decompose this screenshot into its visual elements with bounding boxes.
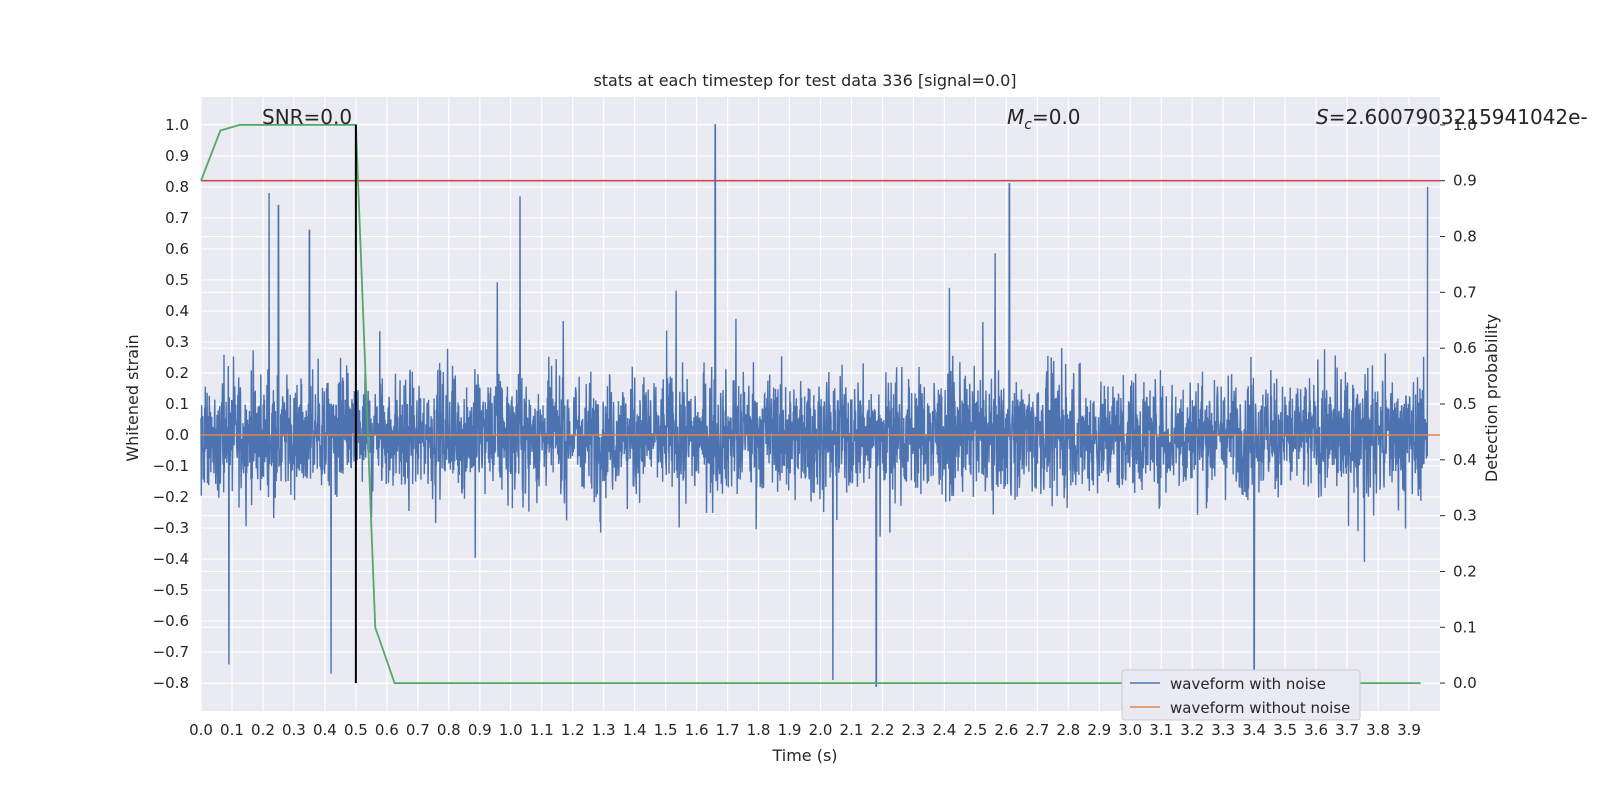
y-tick-label: 1.0 (165, 116, 189, 134)
y-tick-label: 0.2 (165, 364, 189, 382)
x-tick-label: 1.8 (747, 721, 771, 739)
x-tick-label: 2.3 (901, 721, 925, 739)
x-tick-label: 3.2 (1180, 721, 1204, 739)
s-symbol: S (1316, 105, 1329, 129)
detection-probability-line (200, 124, 1421, 684)
x-tick-label: 1.7 (716, 721, 740, 739)
x-tick-label: 1.0 (499, 721, 523, 739)
x-tick-label: 3.3 (1211, 721, 1235, 739)
x-tick-label: 3.7 (1335, 721, 1359, 739)
x-tick-label: 2.0 (809, 721, 833, 739)
noise-waveform-line (200, 124, 1429, 687)
y2-tick-label: 0.3 (1453, 507, 1477, 525)
y-axis-label: Whitened strain (123, 334, 142, 461)
y-tick-label: 0.8 (165, 178, 189, 196)
y-tick-label: −0.6 (153, 612, 189, 630)
x-tick-label: 1.9 (778, 721, 802, 739)
x-tick-label: 1.6 (685, 721, 709, 739)
x-tick-label: 2.9 (1087, 721, 1111, 739)
x-tick-label: 3.6 (1304, 721, 1328, 739)
left-tick-labels: 1.0 0.9 0.8 0.7 0.6 0.5 0.4 0.3 0.2 0.1 0.0 −0.1 −0.… (153, 116, 189, 692)
chart-title: stats at each timestep for test data 336… (593, 71, 1016, 90)
x-tick-label: 0.2 (251, 721, 275, 739)
legend-label-noise: waveform with noise (1170, 675, 1326, 693)
y2-tick-label: 0.5 (1453, 395, 1477, 413)
snr-annotation: SNR=0.0 (262, 105, 352, 129)
y2-tick-label: 0.1 (1453, 618, 1477, 636)
x-tick-label: 0.7 (406, 721, 430, 739)
y-tick-label: 0.5 (165, 271, 189, 289)
y-tick-label: −0.5 (153, 581, 189, 599)
y2-tick-label: 0.4 (1453, 451, 1477, 469)
y2-tick-label: 0.2 (1453, 562, 1477, 580)
y-tick-label: 0.7 (165, 209, 189, 227)
chirp-mass-symbol: M (1007, 105, 1024, 129)
noise-series (200, 124, 1429, 687)
legend-box (1121, 669, 1361, 721)
x-tick-label: 2.4 (932, 721, 956, 739)
chirp-mass-subscript: c (1024, 117, 1032, 133)
y-tick-label: 0.0 (165, 426, 189, 444)
x-tick-label: 1.5 (654, 721, 678, 739)
x-tick-label: 0.9 (468, 721, 492, 739)
s-annotation: S=2.6007903215941042e- (1316, 105, 1588, 129)
y2-axis-label: Detection probability (1482, 314, 1501, 482)
y2-tick-label: 0.7 (1453, 283, 1477, 301)
x-axis-label: Time (s) (771, 746, 837, 765)
y-tick-label: 0.4 (165, 302, 189, 320)
x-tick-label: 0.1 (220, 721, 244, 739)
y-tick-label: −0.2 (153, 488, 189, 506)
x-tick-label: 2.1 (840, 721, 864, 739)
x-tick-label: 1.4 (623, 721, 647, 739)
x-tick-label: 0.8 (437, 721, 461, 739)
y2-tick-label: 0.8 (1453, 228, 1477, 246)
y-tick-label: 0.1 (165, 395, 189, 413)
x-tick-label: 0.3 (282, 721, 306, 739)
y-tick-label: −0.1 (153, 457, 189, 475)
x-tick-label: 3.5 (1273, 721, 1297, 739)
x-tick-label: 3.8 (1366, 721, 1390, 739)
x-tick-label: 3.0 (1118, 721, 1142, 739)
series-lines (200, 124, 1440, 684)
legend-label-clean: waveform without noise (1170, 699, 1350, 717)
x-tick-label: 2.7 (1025, 721, 1049, 739)
x-tick-label: 3.4 (1242, 721, 1266, 739)
y2-tick-label: 0.6 (1453, 339, 1477, 357)
x-tick-label: 0.4 (313, 721, 337, 739)
y-tick-label: −0.4 (153, 550, 189, 568)
legend: waveform with noise waveform without noi… (1121, 669, 1361, 721)
y2-tick-label: 1.0 (1453, 116, 1477, 134)
y-tick-label: 0.9 (165, 147, 189, 165)
x-tick-labels: 0.0 0.1 0.2 0.3 0.4 0.5 0.6 0.7 0.8 0.9 1.0 1.1 1.2 1… (189, 721, 1421, 739)
x-tick-label: 1.2 (561, 721, 585, 739)
x-tick-label: 3.9 (1397, 721, 1421, 739)
x-tick-label: 2.5 (963, 721, 987, 739)
x-tick-label: 3.1 (1149, 721, 1173, 739)
x-tick-label: 0.0 (189, 721, 213, 739)
x-tick-label: 0.6 (375, 721, 399, 739)
y2-tick-label: 0.0 (1453, 674, 1477, 692)
chirp-mass-value: =0.0 (1032, 105, 1081, 129)
x-tick-label: 2.6 (994, 721, 1018, 739)
chirp-mass-annotation: Mc=0.0 (1007, 105, 1081, 133)
x-tick-label: 1.3 (592, 721, 616, 739)
x-tick-label: 2.2 (871, 721, 895, 739)
x-tick-label: 1.1 (530, 721, 554, 739)
y-tick-label: −0.7 (153, 643, 189, 661)
y2-tick-label: 0.9 (1453, 172, 1477, 190)
x-tick-label: 0.5 (344, 721, 368, 739)
s-value: =2.6007903215941042e- (1329, 105, 1588, 129)
y-tick-label: 0.3 (165, 333, 189, 351)
y-tick-label: −0.3 (153, 519, 189, 537)
right-tick-labels: 1.0 0.9 0.8 0.7 0.6 0.5 0.4 0.3 0.2 0.1 0.0 (1440, 116, 1477, 692)
x-tick-label: 2.8 (1056, 721, 1080, 739)
y-tick-label: 0.6 (165, 240, 189, 258)
y-tick-label: −0.8 (153, 674, 189, 692)
